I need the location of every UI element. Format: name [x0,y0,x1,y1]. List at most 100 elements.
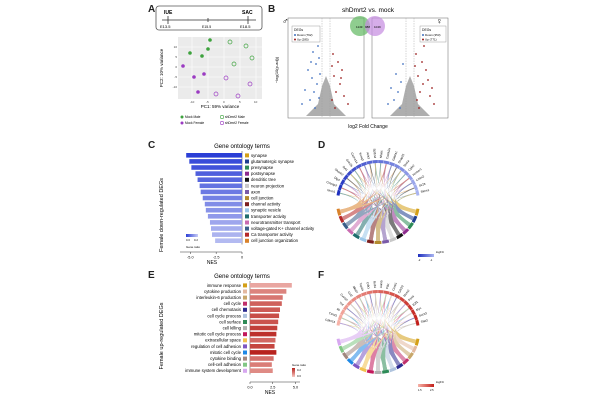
term-arc [402,358,410,365]
category-swatch [243,368,247,373]
chord-ribbon [339,322,417,344]
male-up-points [331,53,349,109]
gene-label: Lrrtm2 [415,174,425,182]
term-arc [366,239,374,244]
gene-label: Gabra1 [391,150,398,161]
venn-female [365,16,385,36]
volcano-ylabel: −log(10(p-adj)) [274,56,279,83]
pca-ytick: -5 [174,75,177,79]
category-swatch [243,332,247,337]
gene-label: Ccnd1 [328,311,338,318]
bar [250,313,280,319]
male-down-points [301,45,321,109]
chord-ribbon [394,322,417,357]
male-volcano-frame [287,17,365,119]
chord-ribbon [355,173,406,236]
gene-label: Cdc20 [397,284,405,294]
gene-label: Ccnb1 [391,282,398,292]
gene-label: Top2a [358,282,365,291]
gene-label: Shank2 [334,167,345,177]
pca-xtick: -5 [206,100,209,104]
gene-arc [383,160,390,165]
gene-arc [342,304,349,311]
gene-arc [389,291,396,297]
bar [199,183,242,189]
bar [215,238,242,243]
gene-label: Cacna1a [350,152,359,165]
category-label: axon [251,189,261,194]
category-label: channel activity [251,202,281,207]
gene-arc [346,170,353,177]
category-label: Ca transporter activity [251,232,294,237]
panel-a: IUE SAC E13.5 E15.5 E18.5 [155,5,263,126]
pca-ytick: 0 [175,65,177,69]
category-label: synaptic vesicle [251,208,282,213]
chord-ribbon [395,182,415,221]
colorbar-tick: 0.0 [297,374,301,378]
bar [186,153,242,158]
category-swatch [245,220,249,225]
timeline-box [155,5,263,31]
gene-label: Kcnq3 [358,152,365,162]
gene-arc [350,296,357,303]
category-label: cell killing [223,326,242,331]
category-swatch [243,320,247,324]
chord-ribbon [361,187,415,239]
category-swatch [245,202,249,207]
male-legend-box [291,25,321,43]
female-legend-box [419,25,447,43]
chord-ribbon [382,312,413,371]
gene-label: Sptbn4 [372,148,377,158]
pca-grid [178,37,262,99]
gene-label: Nrxn1 [327,188,336,194]
colorbar-title: Gene ratio [186,245,200,249]
bar [250,283,292,288]
chord-ribbon [349,295,392,362]
category-swatch [245,214,249,219]
gene-arc [410,179,416,186]
term-arc [342,352,349,360]
category-label: neurotransmitter transport [251,220,301,225]
category-swatch [243,289,247,294]
gene-arc [342,174,349,181]
bar [250,331,277,337]
bar [202,195,242,201]
gene-label: E2f1 [412,300,420,307]
gene-label: Sv2a [418,181,426,187]
term-arc [352,233,360,240]
gene-label: Cdkn1a [325,318,336,324]
pca-point [231,61,237,67]
gene-arc [394,293,401,299]
gene-arc [389,161,396,167]
bar [250,368,273,373]
chord-ribbon [355,303,406,366]
bar [250,344,275,349]
gene-label: Snap25 [397,153,406,164]
gene-arc [415,319,420,326]
gene-label: Myc [415,306,422,312]
female-ns-points [390,76,430,116]
term-arc [336,338,342,346]
gene-arc [399,166,406,173]
gene-arc [413,314,419,321]
bar [250,289,287,294]
legend-swatch [220,115,225,120]
venn-male [350,16,370,36]
category-label: extracellular space [205,338,241,343]
category-label: cell cycle process [207,313,241,318]
term-arc [382,369,390,374]
pca-points [181,38,255,99]
bar [191,165,242,170]
panel-label-d: D [318,140,326,151]
gene-arc [403,300,410,307]
venn-right: 1049 [374,25,381,29]
category-label: cell junction [251,196,274,201]
chord-ribbon [341,307,410,351]
colorbar-tick: 0.0 [186,238,190,242]
gene-label: Aurkb [379,280,384,288]
gene-label: Cplx2 [407,163,415,172]
chord-ribbon [361,297,397,369]
panel-b: shDmrt2 vs. mock ♂ ♀ −log(10(p-adj)) log… [274,7,449,130]
